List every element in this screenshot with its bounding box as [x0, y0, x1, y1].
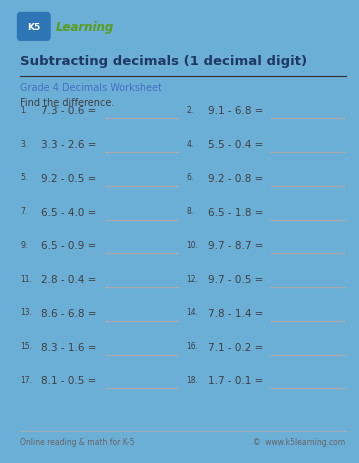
Text: 1.: 1. — [20, 106, 27, 115]
Text: 10.: 10. — [186, 240, 198, 250]
Text: K5: K5 — [27, 23, 41, 32]
Text: Find the difference.: Find the difference. — [20, 98, 115, 107]
Text: 11.: 11. — [20, 274, 32, 283]
Text: Subtracting decimals (1 decimal digit): Subtracting decimals (1 decimal digit) — [20, 55, 307, 68]
Text: ©  www.k5learning.com: © www.k5learning.com — [253, 437, 346, 446]
Text: 3.: 3. — [20, 139, 28, 148]
Text: 7.3 - 0.6 =: 7.3 - 0.6 = — [41, 106, 96, 116]
Text: 5.: 5. — [20, 173, 28, 182]
Text: 16.: 16. — [186, 342, 198, 350]
Text: 12.: 12. — [186, 274, 198, 283]
Text: 15.: 15. — [20, 342, 32, 350]
Text: 6.: 6. — [186, 173, 194, 182]
Text: Online reading & math for K-5: Online reading & math for K-5 — [20, 437, 135, 446]
Text: 8.1 - 0.5 =: 8.1 - 0.5 = — [41, 375, 96, 386]
Text: 5.5 - 0.4 =: 5.5 - 0.4 = — [208, 140, 264, 150]
Text: 3.3 - 2.6 =: 3.3 - 2.6 = — [41, 140, 96, 150]
Text: 9.7 - 0.5 =: 9.7 - 0.5 = — [208, 275, 264, 284]
Text: 13.: 13. — [20, 308, 32, 317]
Text: 1.7 - 0.1 =: 1.7 - 0.1 = — [208, 375, 264, 386]
FancyBboxPatch shape — [17, 13, 51, 42]
Text: 9.2 - 0.5 =: 9.2 - 0.5 = — [41, 174, 96, 183]
Text: 7.8 - 1.4 =: 7.8 - 1.4 = — [208, 308, 264, 318]
Text: 9.1 - 6.8 =: 9.1 - 6.8 = — [208, 106, 264, 116]
Text: 8.6 - 6.8 =: 8.6 - 6.8 = — [41, 308, 96, 318]
Text: 6.5 - 4.0 =: 6.5 - 4.0 = — [41, 207, 96, 217]
Text: 7.1 - 0.2 =: 7.1 - 0.2 = — [208, 342, 264, 352]
Text: 7.: 7. — [20, 206, 28, 216]
Text: 9.2 - 0.8 =: 9.2 - 0.8 = — [208, 174, 264, 183]
Text: 18.: 18. — [186, 375, 198, 384]
Text: 4.: 4. — [186, 139, 194, 148]
Text: 6.5 - 0.9 =: 6.5 - 0.9 = — [41, 241, 96, 251]
Text: 2.: 2. — [186, 106, 194, 115]
Text: 8.3 - 1.6 =: 8.3 - 1.6 = — [41, 342, 96, 352]
Text: Learning: Learning — [56, 21, 114, 34]
Text: 17.: 17. — [20, 375, 32, 384]
Text: 9.: 9. — [20, 240, 28, 250]
Text: 8.: 8. — [186, 206, 194, 216]
Text: 6.5 - 1.8 =: 6.5 - 1.8 = — [208, 207, 264, 217]
Text: 9.7 - 8.7 =: 9.7 - 8.7 = — [208, 241, 264, 251]
Text: 2.8 - 0.4 =: 2.8 - 0.4 = — [41, 275, 96, 284]
Text: Grade 4 Decimals Worksheet: Grade 4 Decimals Worksheet — [20, 83, 162, 93]
Text: 14.: 14. — [186, 308, 198, 317]
